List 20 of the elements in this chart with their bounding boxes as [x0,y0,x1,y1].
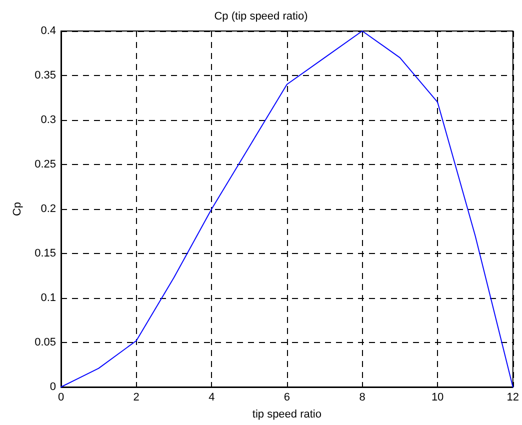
chart-title: Cp (tip speed ratio) [214,10,308,22]
y-tick-label: 0.4 [40,25,56,37]
y-tick-label: 0.3 [40,114,56,126]
y-axis-title: Cp [12,202,24,216]
x-tick-label: 2 [133,392,140,404]
x-tick-label: 12 [506,392,520,404]
x-tick-label: 0 [58,392,64,404]
x-tick-label: 6 [284,392,290,404]
y-tick-label: 0.1 [40,292,56,304]
y-tick-label: 0.2 [40,203,56,215]
x-tick-label: 10 [431,392,444,404]
y-tick-label: 0.05 [34,336,56,348]
x-axis-title: tip speed ratio [252,408,322,420]
x-tick-label: 4 [208,392,215,404]
x-tick-label: 8 [359,392,366,404]
y-tick-label: 0.25 [34,158,56,170]
y-tick-label: 0.35 [34,70,56,82]
y-tick-label: 0.15 [34,248,56,260]
y-tick-label: 0 [50,381,56,393]
line-series [60,30,514,388]
